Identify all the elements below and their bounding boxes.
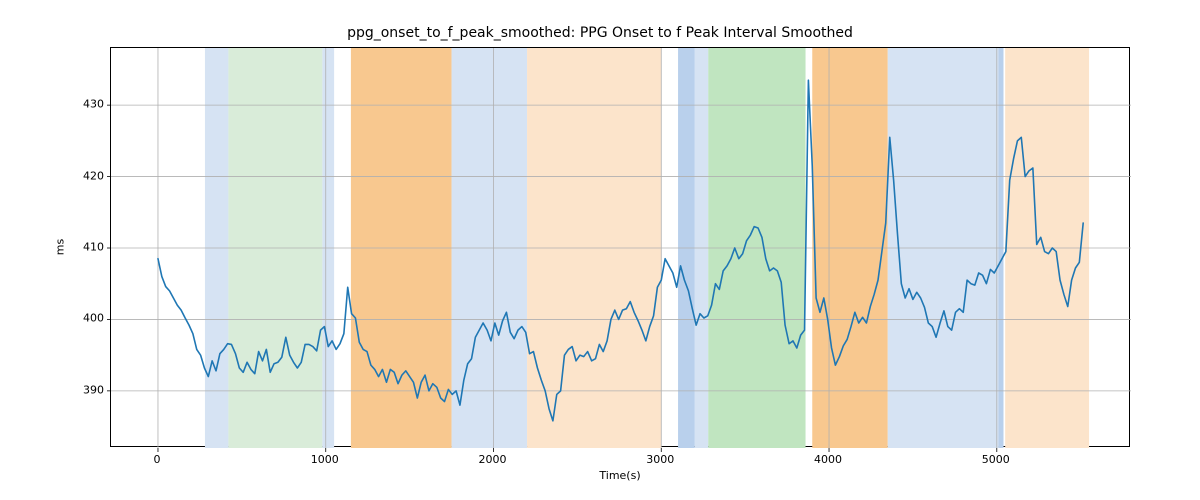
x-tick-label: 5000 [982, 453, 1010, 466]
x-tick-label: 0 [153, 453, 160, 466]
y-tick-label: 430 [76, 98, 104, 111]
x-tick-label: 3000 [646, 453, 674, 466]
chart-figure: ppg_onset_to_f_peak_smoothed: PPG Onset … [0, 0, 1200, 500]
x-tick-label: 2000 [479, 453, 507, 466]
y-tick-label: 410 [76, 241, 104, 254]
y-tick-label: 400 [76, 312, 104, 325]
y-tick-label: 420 [76, 169, 104, 182]
x-axis-label: Time(s) [599, 469, 640, 482]
x-tick-label: 1000 [311, 453, 339, 466]
chart-axes [110, 47, 1130, 447]
chart-title: ppg_onset_to_f_peak_smoothed: PPG Onset … [0, 25, 1200, 41]
chart-plot-area [111, 48, 1131, 448]
y-tick-label: 390 [76, 383, 104, 396]
x-tick-label: 4000 [814, 453, 842, 466]
y-axis-label: ms [54, 239, 67, 255]
